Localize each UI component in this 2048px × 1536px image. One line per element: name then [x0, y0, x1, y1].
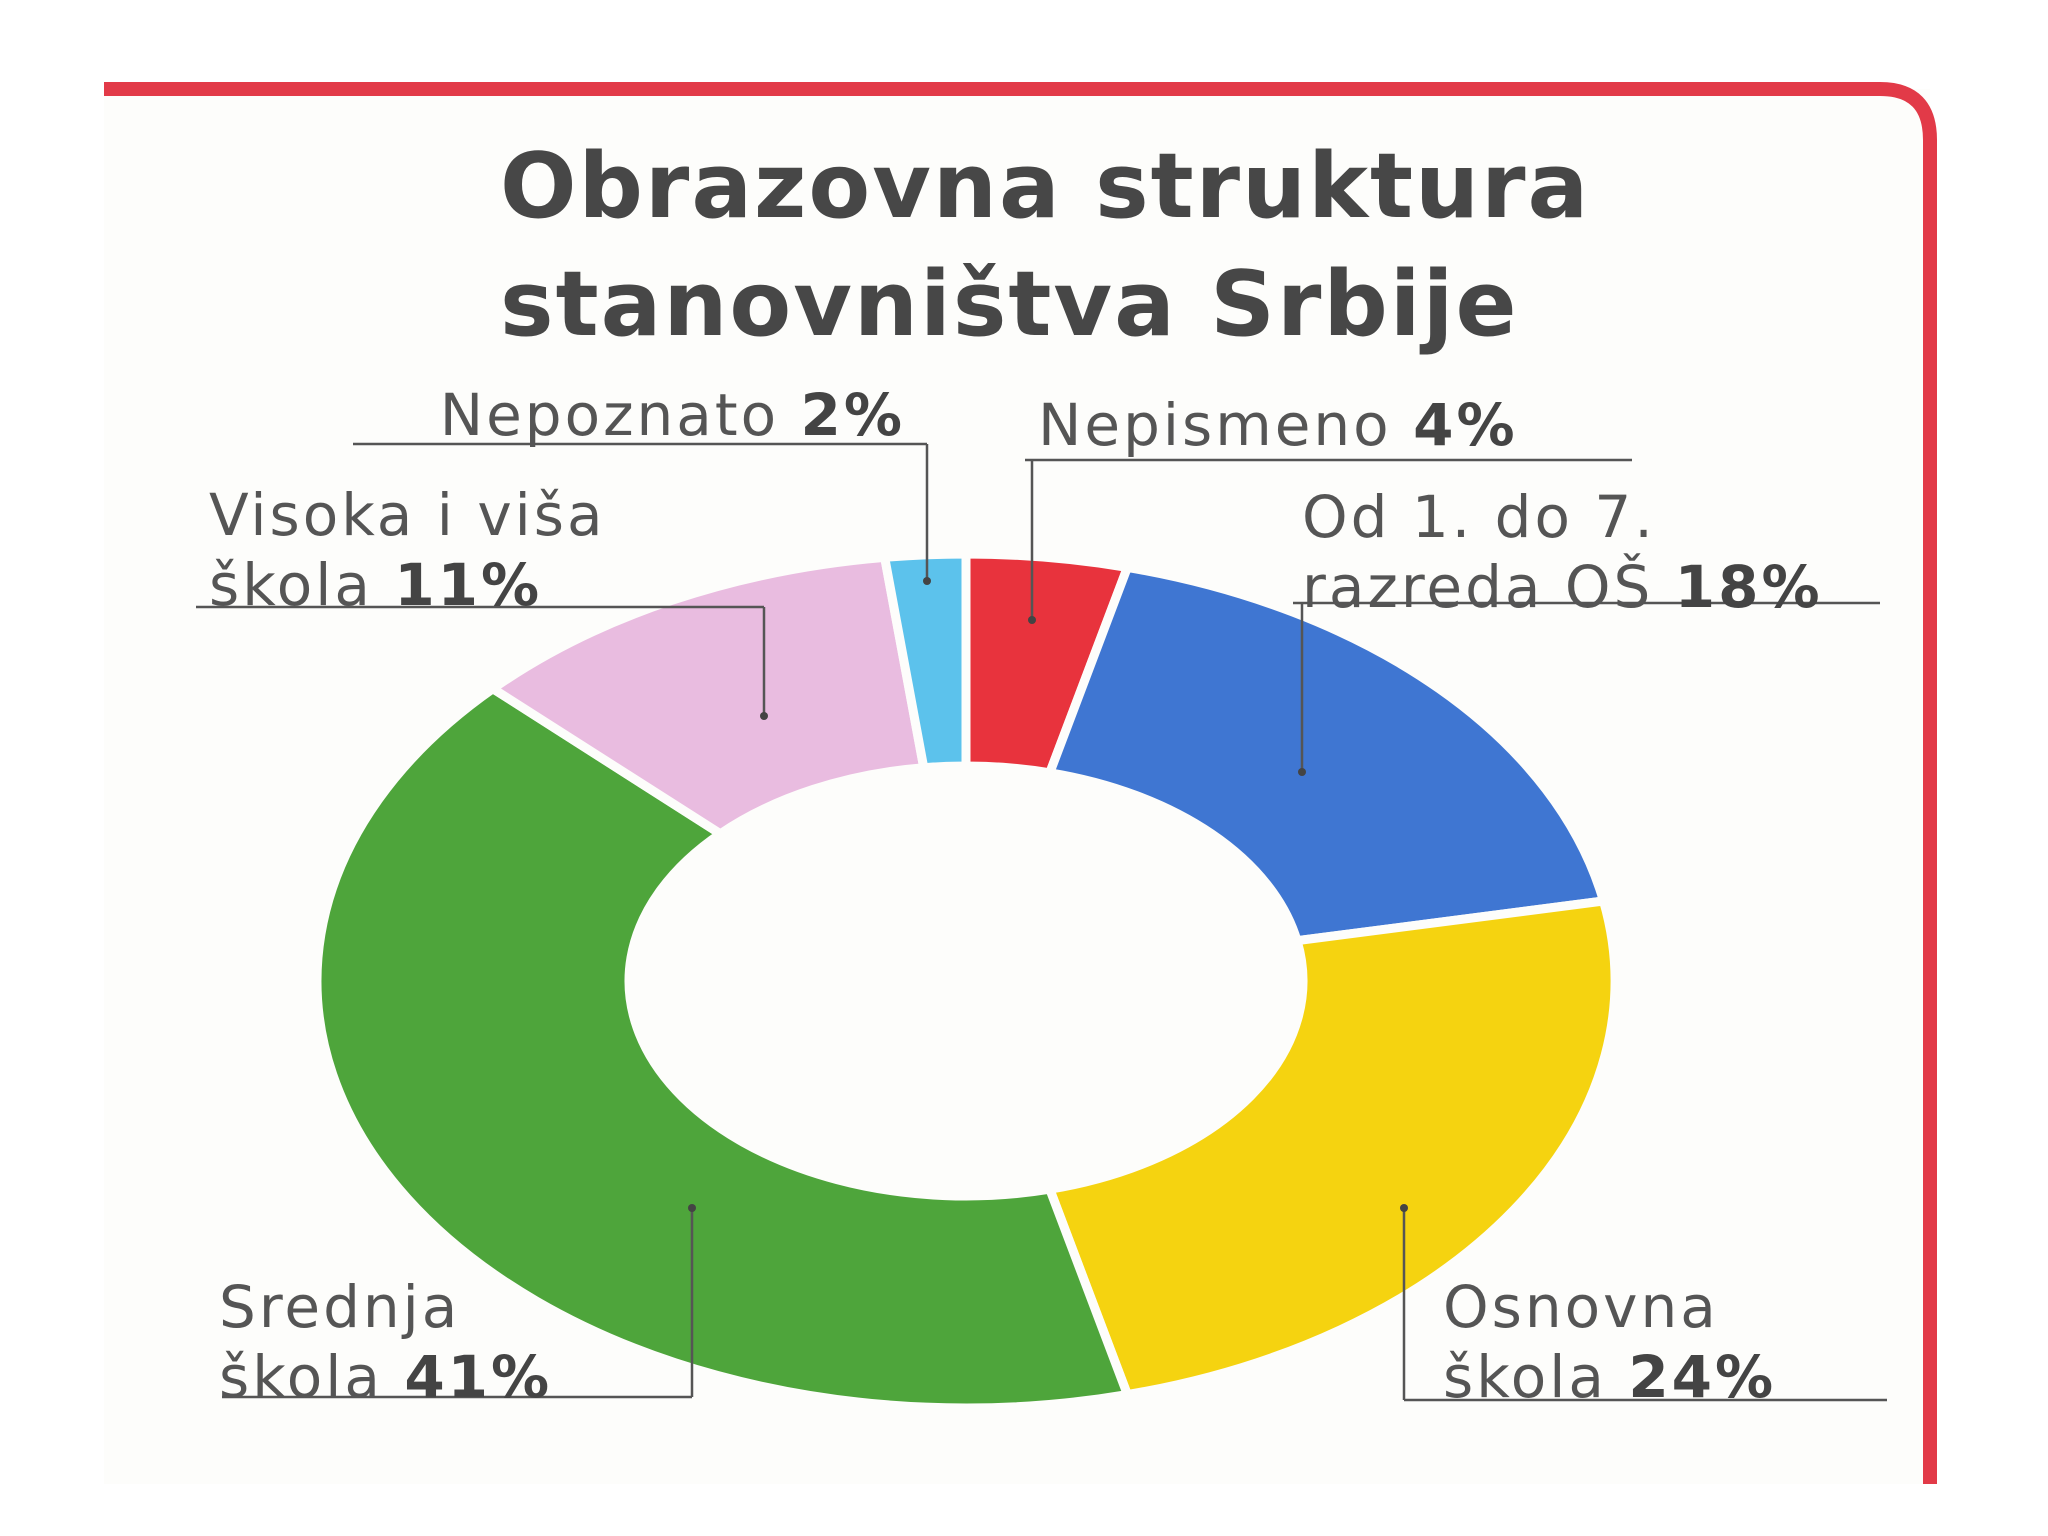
value-label: 24% — [1628, 1343, 1777, 1411]
slice-label: Nepoznato 2% — [300, 380, 905, 450]
slice-label: Osnovna škola 24% — [1443, 1272, 1873, 1412]
category-name: Osnovna škola — [1443, 1273, 1719, 1411]
donut-slice — [312, 683, 1134, 1413]
category-name: Visoka i viša škola — [209, 481, 606, 619]
value-label: 18% — [1674, 553, 1823, 621]
chart-title: Obrazovna struktura stanovništva Srbije — [500, 134, 1591, 357]
value-label: 2% — [800, 381, 905, 449]
slice-label: Od 1. do 7. razreda OŠ 18% — [1302, 482, 1902, 622]
leader-dot — [1400, 1204, 1408, 1212]
donut-slice — [1043, 896, 1620, 1400]
value-label: 41% — [404, 1343, 553, 1411]
slice-label: Nepismeno 4% — [1038, 390, 1738, 460]
category-name: Srednja škola — [219, 1273, 461, 1411]
value-label: 11% — [394, 551, 543, 619]
category-name: Od 1. do 7. razreda OŠ — [1302, 483, 1656, 621]
value-label: 4% — [1413, 391, 1518, 459]
donut-slice — [484, 552, 930, 840]
donut-slice — [1043, 562, 1610, 946]
leader-dot — [1028, 616, 1036, 624]
leader-dot — [923, 577, 931, 585]
card-border — [104, 82, 1937, 1484]
leader-dot — [760, 712, 768, 720]
category-name: Nepismeno — [1038, 391, 1392, 459]
donut-slice — [879, 549, 971, 773]
slice-label: Visoka i viša škola 11% — [209, 480, 729, 620]
leader-dot — [688, 1204, 696, 1212]
category-name: Nepoznato — [439, 381, 780, 449]
leader-dot — [1298, 768, 1306, 776]
slice-label: Srednja škola 41% — [219, 1272, 619, 1412]
